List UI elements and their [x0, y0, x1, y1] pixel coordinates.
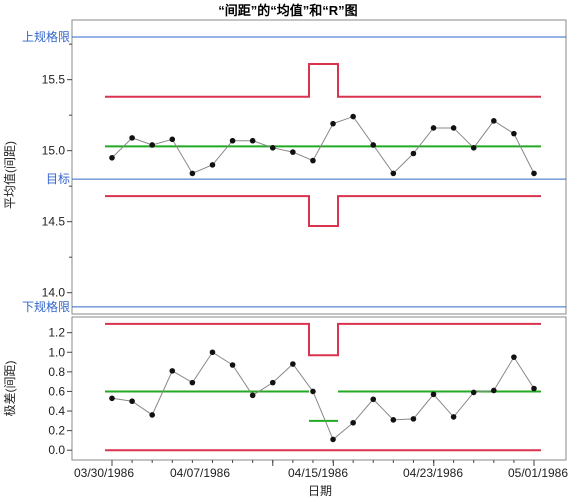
range-point-5	[209, 349, 216, 356]
xbar-point-3	[169, 136, 176, 143]
xbar-point-17	[450, 125, 457, 131]
x-axis-title: 日期	[308, 484, 332, 498]
range-point-12	[350, 419, 356, 426]
range-y-tick-label-6: 1.2	[48, 326, 65, 340]
xbar-point-14	[390, 170, 397, 177]
xbar-point-12	[350, 113, 356, 120]
spec-limit-label-1: 目标	[46, 172, 70, 186]
xbar-y-tick-label-3: 15.5	[42, 73, 66, 87]
range-point-21	[531, 385, 537, 392]
xbar-lcl-line	[105, 195, 541, 227]
xbar-point-6	[229, 137, 236, 144]
xbar-y-axis-title: 平均值(间距)	[2, 141, 17, 209]
xbar-panel-frame	[71, 19, 567, 315]
x-tick-label-3: 04/23/1986	[403, 466, 463, 480]
range-y-tick-label-5: 1.0	[48, 345, 65, 359]
range-series-line	[111, 351, 535, 441]
xbar-point-0	[109, 154, 115, 161]
range-point-11	[330, 436, 336, 443]
range-panel-frame	[71, 316, 567, 461]
range-point-10	[310, 388, 316, 395]
xbar-point-21	[531, 170, 537, 177]
xbar-y-tick-label-0: 14.0	[42, 286, 66, 300]
xbar-point-9	[290, 149, 296, 155]
xbar-point-19	[491, 118, 497, 124]
xbar-point-8	[269, 145, 276, 151]
range-point-6	[229, 362, 236, 368]
range-y-tick-label-2: 0.4	[48, 404, 65, 418]
xbar-point-5	[209, 162, 216, 168]
range-point-17	[450, 414, 457, 420]
xbar-point-16	[430, 125, 437, 131]
x-tick-label-1: 04/07/1986	[170, 466, 230, 480]
range-point-1	[129, 398, 135, 405]
x-tick-label-0: 03/30/1986	[74, 466, 134, 480]
xbar-y-tick-label-1: 14.5	[42, 215, 66, 229]
xbar-point-1	[129, 135, 135, 141]
range-y-tick-label-4: 0.8	[48, 365, 65, 379]
range-point-15	[410, 416, 417, 422]
xbar-y-tick-label-2: 15.0	[42, 144, 66, 158]
range-point-3	[169, 368, 176, 374]
range-point-20	[511, 354, 517, 360]
xbar-point-18	[470, 145, 477, 151]
range-point-14	[390, 417, 397, 423]
chart-title: “间距”的“均值”和“R”图	[218, 3, 357, 18]
range-point-0	[109, 395, 115, 402]
range-point-19	[491, 387, 497, 394]
x-tick-label-4: 05/01/1986	[508, 466, 568, 480]
range-point-8	[269, 379, 276, 386]
x-tick-label-2: 04/15/1986	[288, 466, 348, 480]
xbar-point-11	[330, 120, 336, 127]
range-point-18	[470, 389, 477, 396]
spec-limit-label-0: 上规格限	[22, 29, 70, 44]
xbar-ucl-line	[105, 63, 541, 98]
xbar-point-13	[370, 142, 377, 148]
xbar-point-15	[410, 150, 417, 157]
xbar-point-10	[310, 157, 316, 164]
range-point-9	[290, 361, 296, 367]
range-y-tick-label-0: 0.0	[48, 443, 65, 457]
xbar-point-4	[189, 170, 196, 177]
range-point-4	[189, 379, 196, 386]
spec-limit-label-2: 下规格限	[22, 299, 70, 314]
range-point-2	[149, 412, 155, 418]
xbar-series-line	[111, 115, 535, 175]
range-point-7	[249, 392, 256, 399]
xbar-point-2	[149, 142, 155, 148]
range-y-axis-title: 极差(间距)	[3, 361, 17, 417]
range-point-13	[370, 396, 377, 403]
xbar-point-20	[511, 130, 517, 137]
range-point-16	[430, 391, 437, 398]
range-ucl-line	[105, 322, 541, 357]
range-y-tick-label-3: 0.6	[48, 384, 65, 398]
range-y-tick-label-1: 0.2	[48, 424, 65, 438]
xbar-point-7	[249, 137, 256, 144]
